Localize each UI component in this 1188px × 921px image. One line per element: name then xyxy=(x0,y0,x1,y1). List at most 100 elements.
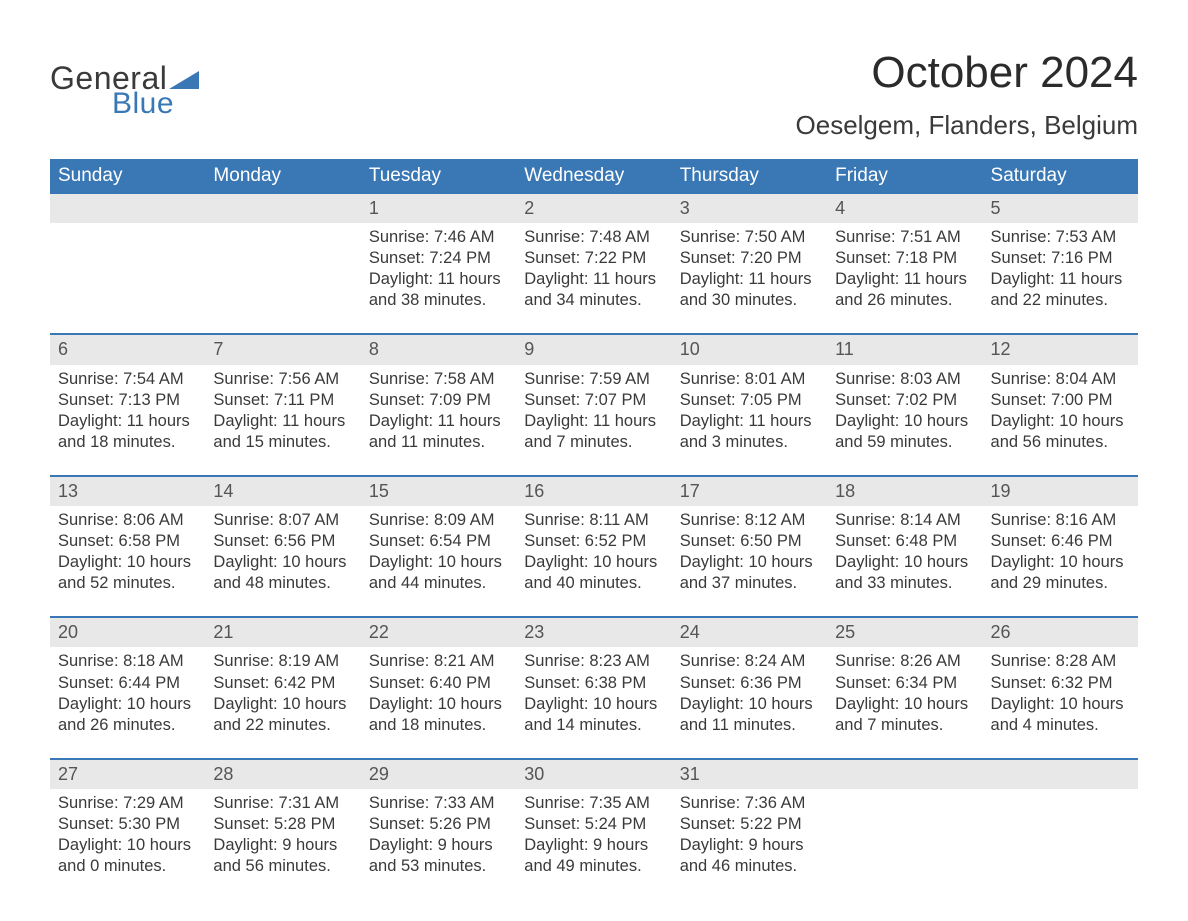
daylight-line: Daylight: 9 hours and 46 minutes. xyxy=(680,835,819,877)
weekday-header: Thursday xyxy=(672,159,827,194)
day-cell xyxy=(205,194,360,315)
sunset-line: Sunset: 6:56 PM xyxy=(213,531,352,552)
sunrise-line: Sunrise: 8:26 AM xyxy=(835,651,974,672)
sunrise-line: Sunrise: 7:59 AM xyxy=(524,369,663,390)
day-number: 24 xyxy=(672,618,827,647)
sunset-line: Sunset: 7:13 PM xyxy=(58,390,197,411)
day-number: 16 xyxy=(516,477,671,506)
day-cell: 10Sunrise: 8:01 AMSunset: 7:05 PMDayligh… xyxy=(672,335,827,456)
day-number: 22 xyxy=(361,618,516,647)
daylight-line: Daylight: 10 hours and 40 minutes. xyxy=(524,552,663,594)
daylight-line: Daylight: 10 hours and 44 minutes. xyxy=(369,552,508,594)
sunset-line: Sunset: 7:22 PM xyxy=(524,248,663,269)
sunrise-line: Sunrise: 7:50 AM xyxy=(680,227,819,248)
sunrise-line: Sunrise: 8:09 AM xyxy=(369,510,508,531)
day-number: 28 xyxy=(205,760,360,789)
day-cell: 30 Sunrise: 7:35 AMSunset: 5:24 PMDayligh… xyxy=(516,760,671,881)
day-number xyxy=(50,194,205,223)
daylight-line: Daylight: 10 hours and 18 minutes. xyxy=(369,694,508,736)
day-details: Sunrise: 7:56 AMSunset: 7:11 PMDaylight:… xyxy=(213,369,352,453)
day-cell xyxy=(50,194,205,315)
sunset-line: Sunset: 6:34 PM xyxy=(835,673,974,694)
day-cell: 15 Sunrise: 8:09 AMSunset: 6:54 PMDayligh… xyxy=(361,477,516,598)
day-details: Sunrise: 7:35 AMSunset: 5:24 PMDaylight:… xyxy=(524,793,663,877)
sunrise-line: Sunrise: 8:18 AM xyxy=(58,651,197,672)
day-cell xyxy=(983,760,1138,881)
day-cell: 18Sunrise: 8:14 AMSunset: 6:48 PMDayligh… xyxy=(827,477,982,598)
day-details: Sunrise: 8:12 AMSunset: 6:50 PMDaylight:… xyxy=(680,510,819,594)
day-cell: 16 Sunrise: 8:11 AMSunset: 6:52 PMDayligh… xyxy=(516,477,671,598)
day-details: Sunrise: 8:24 AMSunset: 6:36 PMDaylight:… xyxy=(680,651,819,735)
sunset-line: Sunset: 6:36 PM xyxy=(680,673,819,694)
sunset-line: Sunset: 7:16 PM xyxy=(991,248,1130,269)
week-row: 1Sunrise: 7:46 AMSunset: 7:24 PMDaylight… xyxy=(50,194,1138,315)
day-details: Sunrise: 7:54 AMSunset: 7:13 PMDaylight:… xyxy=(58,369,197,453)
sunset-line: Sunset: 6:52 PM xyxy=(524,531,663,552)
day-cell: 20Sunrise: 8:18 AMSunset: 6:44 PMDayligh… xyxy=(50,618,205,739)
sunset-line: Sunset: 7:18 PM xyxy=(835,248,974,269)
sunrise-line: Sunrise: 8:11 AM xyxy=(524,510,663,531)
day-details: Sunrise: 8:04 AMSunset: 7:00 PMDaylight:… xyxy=(991,369,1130,453)
sunset-line: Sunset: 5:26 PM xyxy=(369,814,508,835)
day-number: 1 xyxy=(361,194,516,223)
daylight-line: Daylight: 10 hours and 7 minutes. xyxy=(835,694,974,736)
day-cell: 26 Sunrise: 8:28 AMSunset: 6:32 PMDayligh… xyxy=(983,618,1138,739)
daylight-line: Daylight: 11 hours and 34 minutes. xyxy=(524,269,663,311)
day-details: Sunrise: 8:23 AMSunset: 6:38 PMDaylight:… xyxy=(524,651,663,735)
day-number: 2 xyxy=(516,194,671,223)
day-details: Sunrise: 8:28 AMSunset: 6:32 PMDaylight:… xyxy=(991,651,1130,735)
sunrise-line: Sunrise: 7:51 AM xyxy=(835,227,974,248)
day-cell: 29Sunrise: 7:33 AMSunset: 5:26 PMDayligh… xyxy=(361,760,516,881)
weekday-header-row: Sunday Monday Tuesday Wednesday Thursday… xyxy=(50,159,1138,194)
sunset-line: Sunset: 5:30 PM xyxy=(58,814,197,835)
sunrise-line: Sunrise: 8:24 AM xyxy=(680,651,819,672)
sunrise-line: Sunrise: 7:54 AM xyxy=(58,369,197,390)
sunrise-line: Sunrise: 8:01 AM xyxy=(680,369,819,390)
day-number: 26 xyxy=(983,618,1138,647)
day-number: 30 xyxy=(516,760,671,789)
daylight-line: Daylight: 11 hours and 26 minutes. xyxy=(835,269,974,311)
weekday-header: Saturday xyxy=(983,159,1138,194)
day-details: Sunrise: 8:07 AMSunset: 6:56 PMDaylight:… xyxy=(213,510,352,594)
daylight-line: Daylight: 10 hours and 37 minutes. xyxy=(680,552,819,594)
day-number xyxy=(205,194,360,223)
day-details: Sunrise: 7:48 AMSunset: 7:22 PMDaylight:… xyxy=(524,227,663,311)
daylight-line: Daylight: 10 hours and 0 minutes. xyxy=(58,835,197,877)
day-cell: 9Sunrise: 7:59 AMSunset: 7:07 PMDaylight… xyxy=(516,335,671,456)
day-cell: 25Sunrise: 8:26 AMSunset: 6:34 PMDayligh… xyxy=(827,618,982,739)
sunset-line: Sunset: 7:05 PM xyxy=(680,390,819,411)
daylight-line: Daylight: 10 hours and 4 minutes. xyxy=(991,694,1130,736)
sunset-line: Sunset: 6:54 PM xyxy=(369,531,508,552)
weekday-header: Tuesday xyxy=(361,159,516,194)
day-number: 6 xyxy=(50,335,205,364)
location-subtitle: Oeselgem, Flanders, Belgium xyxy=(796,110,1138,141)
day-number: 11 xyxy=(827,335,982,364)
day-details: Sunrise: 7:53 AMSunset: 7:16 PMDaylight:… xyxy=(991,227,1130,311)
day-cell: 12Sunrise: 8:04 AMSunset: 7:00 PMDayligh… xyxy=(983,335,1138,456)
sunrise-line: Sunrise: 7:53 AM xyxy=(991,227,1130,248)
day-cell: 27Sunrise: 7:29 AMSunset: 5:30 PMDayligh… xyxy=(50,760,205,881)
day-number: 19 xyxy=(983,477,1138,506)
daylight-line: Daylight: 10 hours and 29 minutes. xyxy=(991,552,1130,594)
day-cell: 3Sunrise: 7:50 AMSunset: 7:20 PMDaylight… xyxy=(672,194,827,315)
sunset-line: Sunset: 7:20 PM xyxy=(680,248,819,269)
day-cell: 19Sunrise: 8:16 AMSunset: 6:46 PMDayligh… xyxy=(983,477,1138,598)
day-number: 15 xyxy=(361,477,516,506)
sunset-line: Sunset: 5:28 PM xyxy=(213,814,352,835)
day-details: Sunrise: 7:33 AMSunset: 5:26 PMDaylight:… xyxy=(369,793,508,877)
sunset-line: Sunset: 7:11 PM xyxy=(213,390,352,411)
calendar-grid: Sunday Monday Tuesday Wednesday Thursday… xyxy=(50,159,1138,881)
sunrise-line: Sunrise: 7:33 AM xyxy=(369,793,508,814)
day-number: 18 xyxy=(827,477,982,506)
day-details: Sunrise: 7:31 AMSunset: 5:28 PMDaylight:… xyxy=(213,793,352,877)
day-cell: 17 Sunrise: 8:12 AMSunset: 6:50 PMDayligh… xyxy=(672,477,827,598)
day-number: 4 xyxy=(827,194,982,223)
day-cell: 1Sunrise: 7:46 AMSunset: 7:24 PMDaylight… xyxy=(361,194,516,315)
daylight-line: Daylight: 10 hours and 48 minutes. xyxy=(213,552,352,594)
day-details: Sunrise: 8:19 AMSunset: 6:42 PMDaylight:… xyxy=(213,651,352,735)
day-number: 17 xyxy=(672,477,827,506)
sunrise-line: Sunrise: 8:07 AM xyxy=(213,510,352,531)
day-details: Sunrise: 7:59 AMSunset: 7:07 PMDaylight:… xyxy=(524,369,663,453)
weeks-container: 1Sunrise: 7:46 AMSunset: 7:24 PMDaylight… xyxy=(50,194,1138,881)
sunset-line: Sunset: 6:32 PM xyxy=(991,673,1130,694)
